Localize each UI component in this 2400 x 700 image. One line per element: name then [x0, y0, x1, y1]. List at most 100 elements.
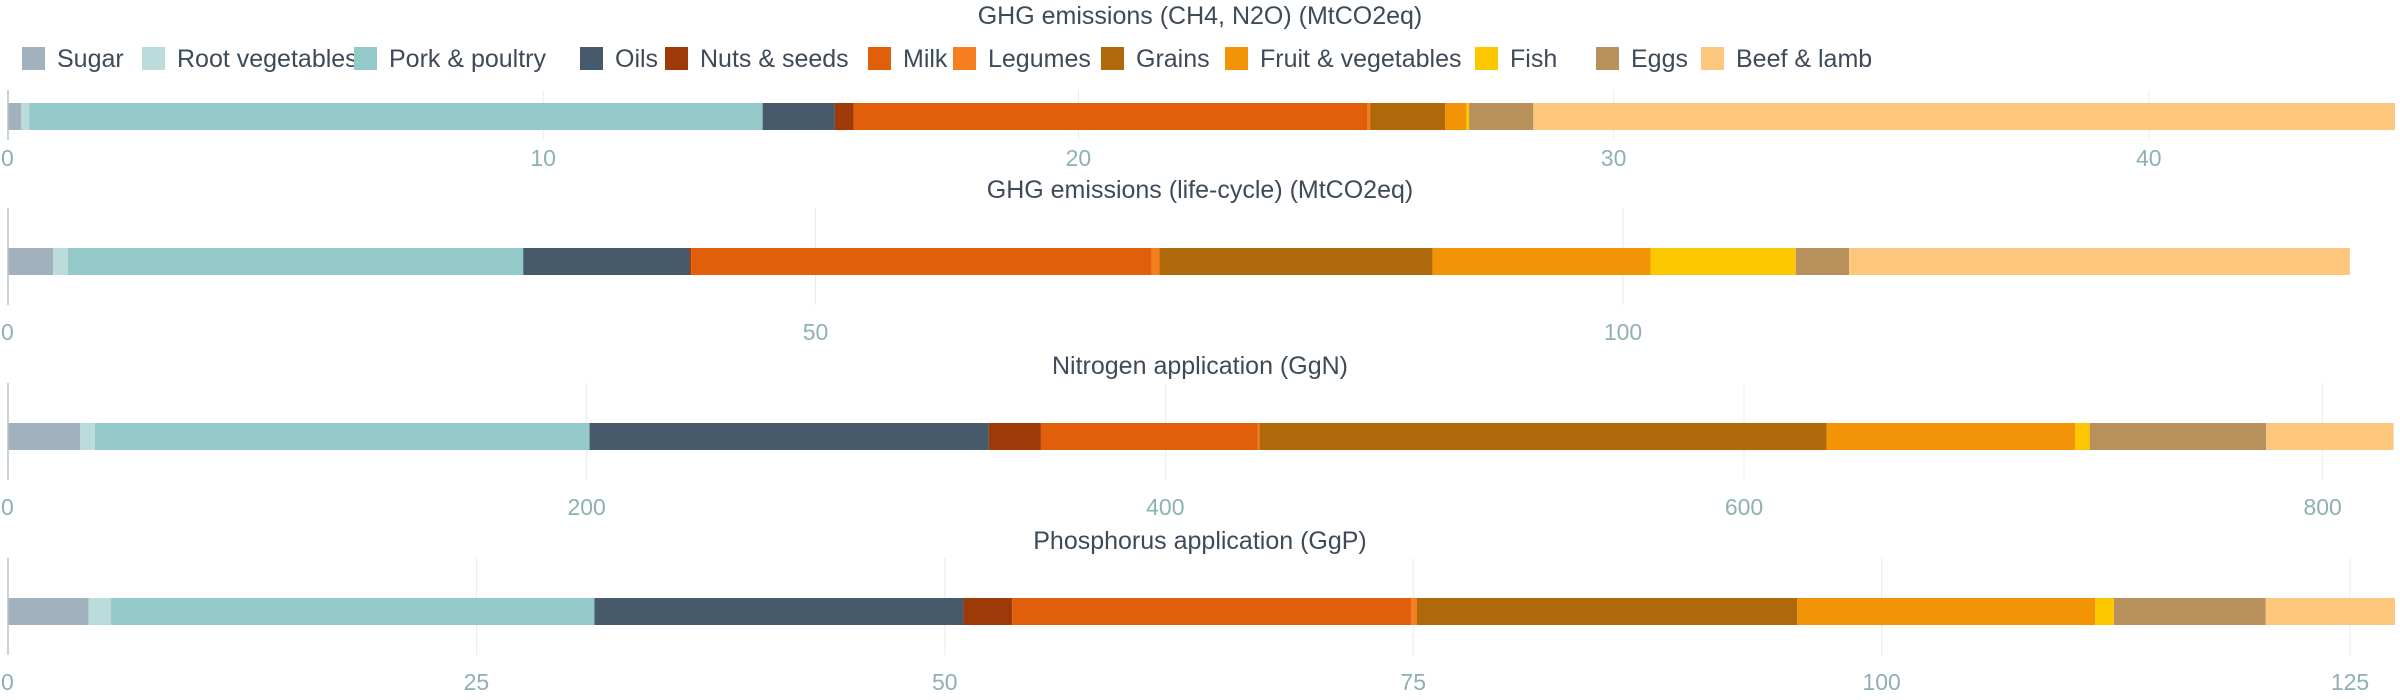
bar-segment-pork-and-poultry	[67, 248, 524, 275]
bar-segment-eggs	[2113, 598, 2266, 625]
bar-segment-milk	[853, 103, 1368, 130]
legend-label-pork-and-poultry: Pork & poultry	[389, 45, 547, 73]
bar-segment-sugar	[8, 423, 81, 450]
legend-item-milk: Milk	[868, 45, 948, 73]
panel-2: GHG emissions (life-cycle) (MtCO2eq) 0 50 1…	[1, 176, 2350, 345]
legend-label-beef-and-lamb: Beef & lamb	[1736, 45, 1872, 73]
bar-segment-legumes	[1367, 103, 1371, 130]
panel-3: Nitrogen application (GgN) 0 200 400 600 800	[1, 352, 2394, 520]
bar-segment-fruit-and-vegetables	[1432, 248, 1651, 275]
legend-label-root-vegetables: Root vegetables	[177, 45, 358, 73]
legend-label-eggs: Eggs	[1631, 45, 1688, 73]
tick-label: 200	[567, 494, 605, 520]
legend-item-pork-and-poultry: Pork & poultry	[354, 45, 547, 73]
legend-swatch-milk	[868, 47, 891, 70]
panel-title: GHG emissions (life-cycle) (MtCO2eq)	[987, 176, 1413, 204]
bar-segment-fish	[1650, 248, 1796, 275]
bar-segment-milk	[1012, 598, 1412, 625]
bar-segment-nuts-and-seeds	[963, 598, 1013, 625]
panel-title: Nitrogen application (GgN)	[1052, 352, 1348, 380]
tick-label: 125	[2331, 669, 2369, 695]
bar-segment-grains	[1370, 103, 1446, 130]
legend-swatch-pork-and-poultry	[354, 47, 377, 70]
tick-label: 0	[1, 319, 14, 345]
bar-segment-root-vegetables	[21, 103, 30, 130]
bar-segment-nuts-and-seeds	[689, 248, 692, 275]
legend-label-fish: Fish	[1510, 45, 1557, 73]
legend-item-nuts-and-seeds: Nuts & seeds	[665, 45, 849, 73]
legend-item-oils: Oils	[580, 45, 658, 73]
tick-label: 100	[1604, 319, 1642, 345]
bar-segment-sugar	[8, 248, 54, 275]
bar-segment-fish	[2075, 423, 2090, 450]
legend-item-grains: Grains	[1101, 45, 1210, 73]
bar-segment-grains	[1416, 598, 1798, 625]
legend-item-beef-and-lamb: Beef & lamb	[1701, 45, 1872, 73]
legend-swatch-oils	[580, 47, 603, 70]
legend-item-root-vegetables: Root vegetables	[142, 45, 358, 73]
tick-label: 0	[1, 669, 14, 695]
bar-segment-fruit-and-vegetables	[1797, 598, 2096, 625]
legend-swatch-fish	[1475, 47, 1498, 70]
tick-label: 25	[464, 669, 490, 695]
tick-label: 0	[1, 145, 14, 171]
tick-label: 50	[803, 319, 829, 345]
bar-segment-root-vegetables	[80, 423, 95, 450]
tick-label: 800	[2303, 494, 2341, 520]
tick-label: 100	[1862, 669, 1900, 695]
bar-segment-beef-and-lamb	[2266, 423, 2394, 450]
legend-swatch-fruit-and-vegetables	[1225, 47, 1248, 70]
bar-segment-eggs	[1795, 248, 1850, 275]
bar-segment-oils	[523, 248, 690, 275]
tick-label: 30	[1601, 145, 1627, 171]
panel-4: Phosphorus application (GgP) 0 25 50 75 100 12…	[1, 527, 2395, 695]
legend-swatch-sugar	[22, 47, 45, 70]
bar-segment-beef-and-lamb	[1533, 103, 2395, 130]
bar-segment-fish	[2095, 598, 2114, 625]
legend-label-grains: Grains	[1136, 45, 1210, 73]
bar-segment-beef-and-lamb	[1849, 248, 2350, 275]
bar-segment-pork-and-poultry	[111, 598, 595, 625]
bar-segment-fruit-and-vegetables	[1445, 103, 1467, 130]
panel-title: GHG emissions (CH4, N2O) (MtCO2eq)	[978, 2, 1423, 30]
bar-segment-sugar	[8, 103, 22, 130]
bar-segment-milk	[691, 248, 1152, 275]
tick-label: 0	[1, 494, 14, 520]
bar-segment-root-vegetables	[53, 248, 68, 275]
legend-label-sugar: Sugar	[57, 45, 124, 73]
bar-segment-root-vegetables	[88, 598, 112, 625]
bar-segment-legumes	[1151, 248, 1160, 275]
legend-swatch-legumes	[953, 47, 976, 70]
legend-item-sugar: Sugar	[22, 45, 124, 73]
tick-label: 40	[2136, 145, 2162, 171]
bar-segment-milk	[1040, 423, 1258, 450]
tick-label: 600	[1725, 494, 1763, 520]
bar-segment-eggs	[2089, 423, 2267, 450]
legend-label-legumes: Legumes	[988, 45, 1091, 73]
tick-label: 75	[1400, 669, 1426, 695]
legend-swatch-beef-and-lamb	[1701, 47, 1724, 70]
legend-item-legumes: Legumes	[953, 45, 1091, 73]
panel-1: GHG emissions (CH4, N2O) (MtCO2eq) 0 10 20 3…	[1, 2, 2395, 171]
bar-segment-eggs	[1469, 103, 1534, 130]
bar-segment-nuts-and-seeds	[988, 423, 1041, 450]
panel-title: Phosphorus application (GgP)	[1033, 527, 1367, 555]
legend: Sugar Root vegetables Pork & poultry Oils Nu…	[22, 45, 1872, 73]
bar-segment-legumes	[1411, 598, 1417, 625]
bar-segment-sugar	[8, 598, 89, 625]
bar-segment-oils	[589, 423, 989, 450]
legend-label-oils: Oils	[615, 45, 658, 73]
legend-swatch-nuts-and-seeds	[665, 47, 688, 70]
legend-label-nuts-and-seeds: Nuts & seeds	[700, 45, 849, 73]
bar-segment-grains	[1159, 248, 1433, 275]
legend-label-fruit-and-vegetables: Fruit & vegetables	[1260, 45, 1462, 73]
legend-label-milk: Milk	[903, 45, 948, 73]
tick-label: 20	[1066, 145, 1092, 171]
legend-item-fruit-and-vegetables: Fruit & vegetables	[1225, 45, 1462, 73]
legend-item-eggs: Eggs	[1596, 45, 1688, 73]
legend-swatch-root-vegetables	[142, 47, 165, 70]
tick-label: 10	[530, 145, 556, 171]
bar-segment-nuts-and-seeds	[834, 103, 854, 130]
